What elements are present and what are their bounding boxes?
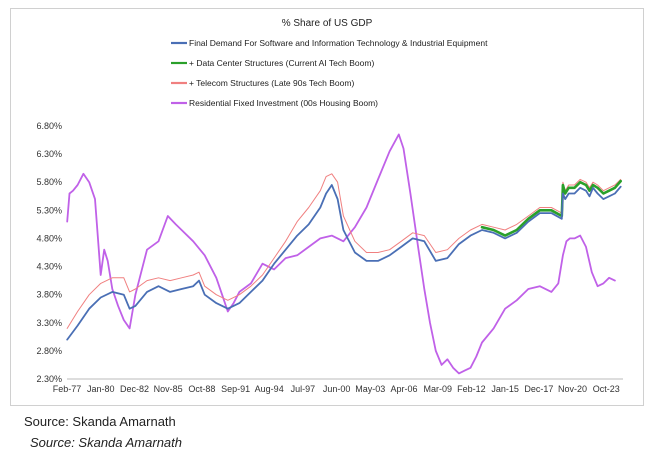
x-tick-label: Oct-88 [188, 384, 215, 394]
chart-title: % Share of US GDP [282, 18, 373, 29]
x-tick-label: Jan-80 [87, 384, 115, 394]
y-tick-label: 6.80% [36, 121, 62, 131]
x-tick-label: Oct-23 [593, 384, 620, 394]
series-line-0 [66, 184, 622, 341]
y-tick-label: 6.30% [36, 149, 62, 159]
x-tick-label: Nov-20 [558, 384, 587, 394]
chart: % Share of US GDP Final Demand For Softw… [36, 18, 623, 394]
legend-entry: Residential Fixed Investment (00s Housin… [189, 98, 378, 108]
y-tick-label: 4.30% [36, 262, 62, 272]
y-tick-label: 2.80% [36, 346, 62, 356]
x-tick-label: Jan-15 [491, 384, 519, 394]
y-tick-label: 5.30% [36, 205, 62, 215]
y-tick-label: 5.80% [36, 177, 62, 187]
y-tick-label: 3.80% [36, 290, 62, 300]
legend-entry: + Telecom Structures (Late 90s Tech Boom… [189, 78, 354, 88]
x-tick-label: Dec-82 [120, 384, 149, 394]
series-line-2 [66, 173, 622, 329]
x-tick-label: Aug-94 [255, 384, 284, 394]
x-axis: Feb-77 Jan-80 Dec-82 Nov-85 Oct-88 Sep-91 Aug-… [53, 384, 620, 394]
legend-entry: + Data Center Structures (Current AI Tec… [189, 58, 374, 68]
x-tick-label: Jun-00 [323, 384, 351, 394]
y-axis: 6.80% 6.30% 5.80% 5.30% 4.80% 4.30% 3.80% 3.30%… [36, 121, 62, 384]
x-tick-label: Sep-91 [221, 384, 250, 394]
plot-area [66, 133, 623, 375]
y-tick-label: 4.80% [36, 233, 62, 243]
source-note: Source: Skanda Amarnath [24, 414, 176, 429]
series-line-3 [66, 133, 616, 375]
legend-entry: Final Demand For Software and Informatio… [189, 38, 488, 48]
x-tick-label: May-03 [355, 384, 385, 394]
chart-frame: % Share of US GDP Final Demand For Softw… [10, 8, 644, 406]
y-tick-label: 3.30% [36, 318, 62, 328]
x-tick-label: Feb-12 [457, 384, 486, 394]
x-tick-label: Dec-17 [524, 384, 553, 394]
x-tick-label: Mar-09 [424, 384, 453, 394]
x-tick-label: Nov-85 [154, 384, 183, 394]
source-note-italic: Source: Skanda Amarnath [30, 435, 182, 450]
series-line-1 [480, 179, 623, 237]
y-tick-label: 2.30% [36, 374, 62, 384]
x-tick-label: Jul-97 [291, 384, 316, 394]
x-tick-label: Feb-77 [53, 384, 82, 394]
x-tick-label: Apr-06 [391, 384, 418, 394]
legend: Final Demand For Software and Informatio… [171, 38, 488, 108]
